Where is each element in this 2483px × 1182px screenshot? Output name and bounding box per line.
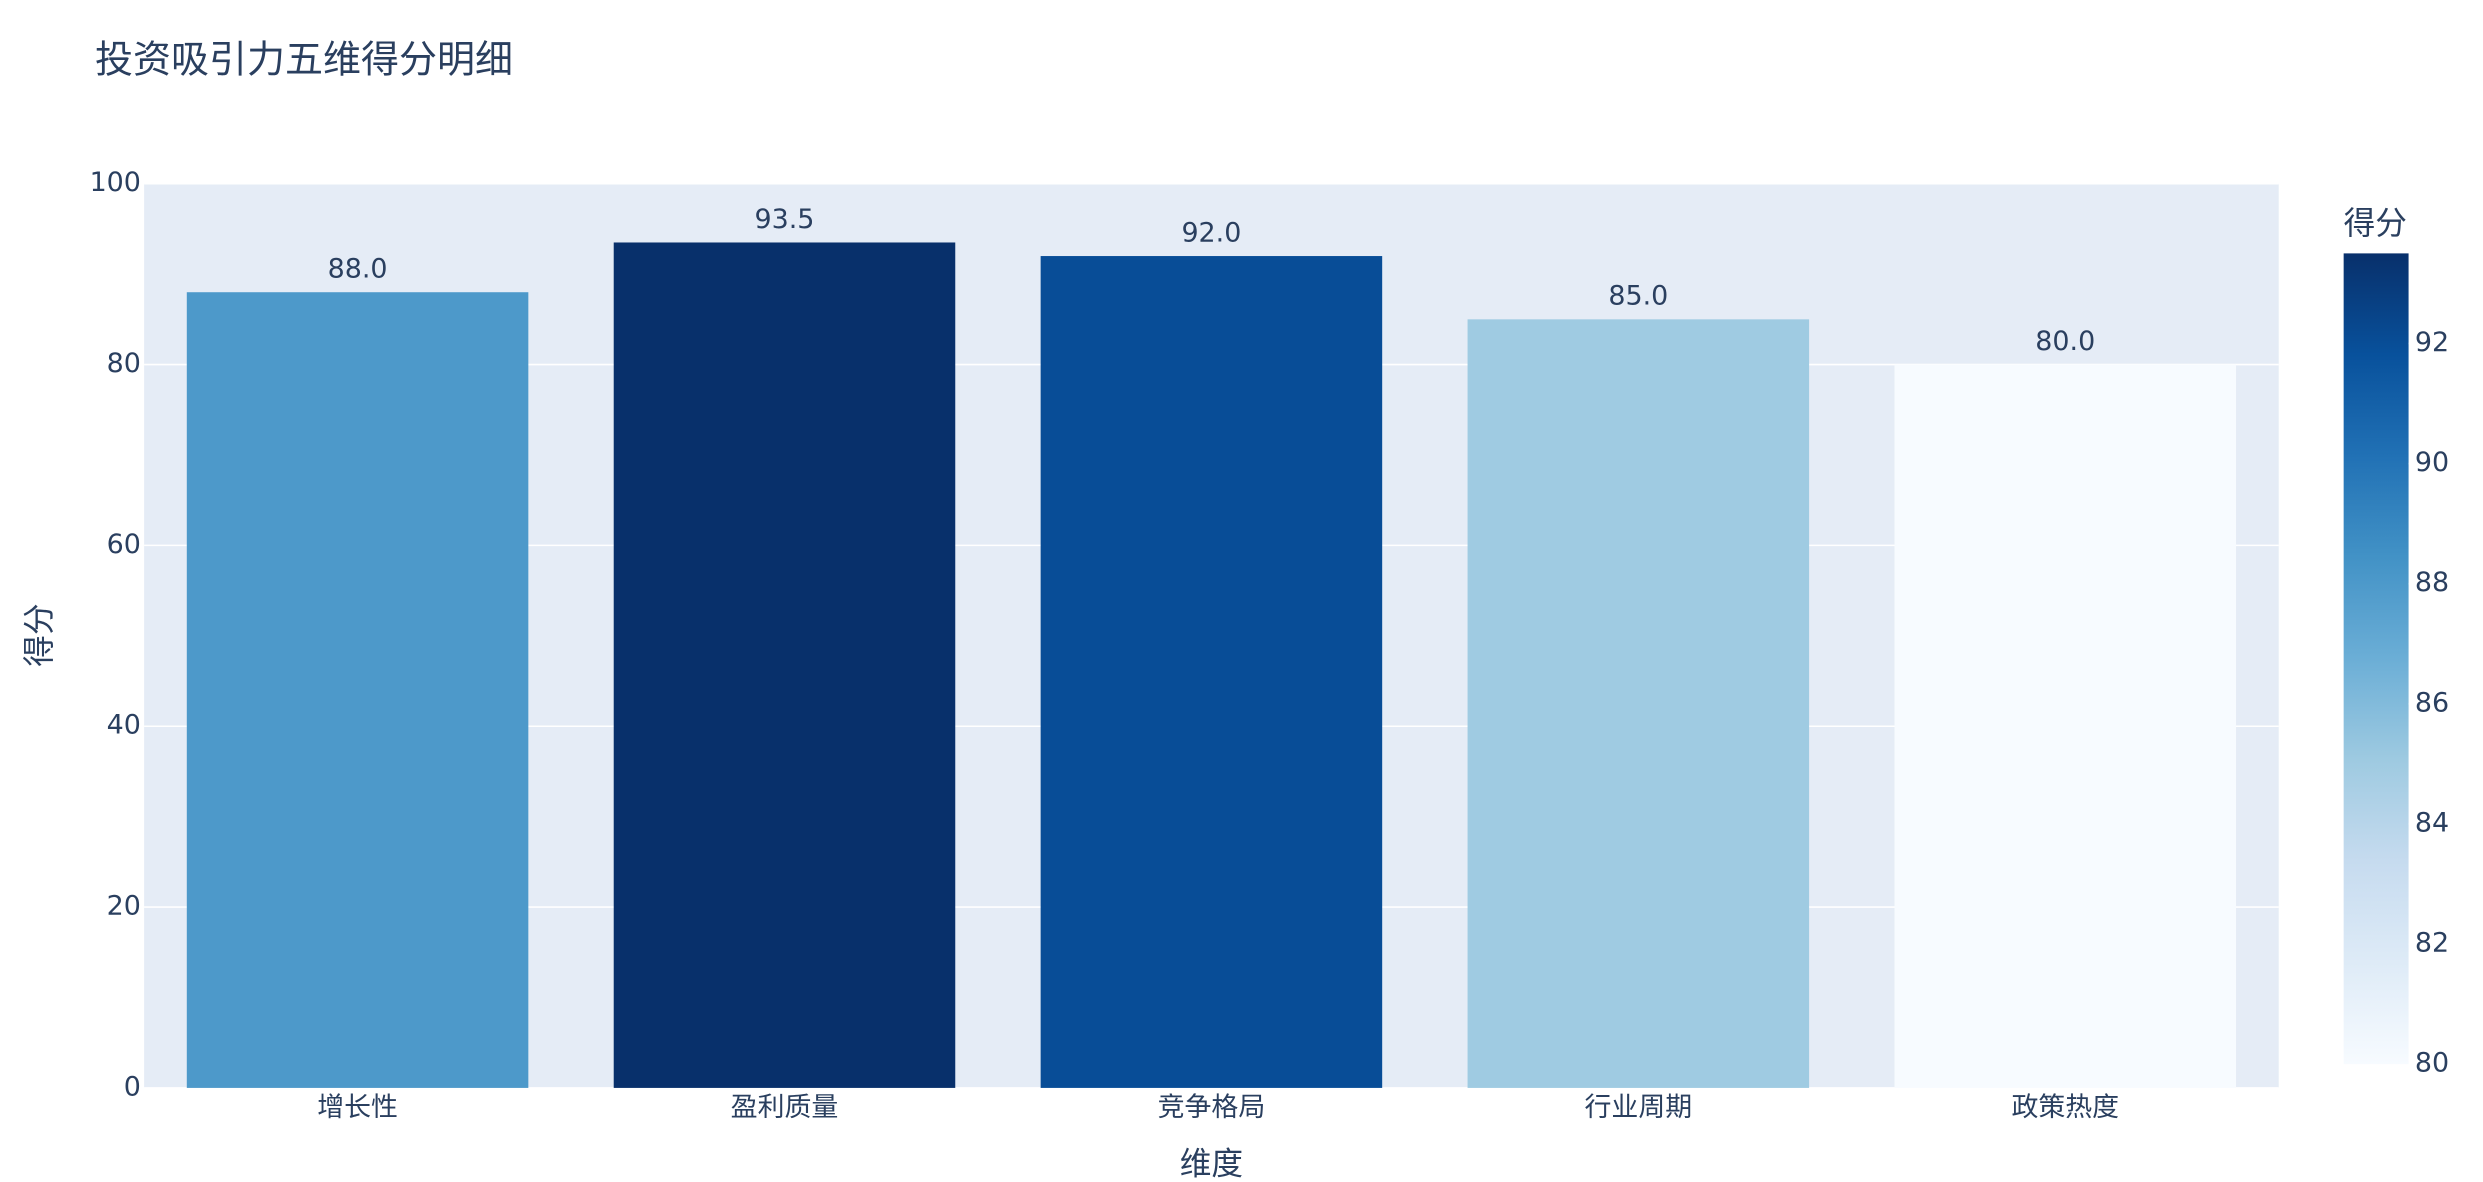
y-tick-label: 0	[124, 1071, 141, 1102]
colorbar-tick-label: 80	[2415, 1048, 2449, 1079]
value-label: 88.0	[328, 254, 388, 285]
colorbar-tick-label: 84	[2415, 807, 2449, 838]
value-label: 92.0	[1181, 217, 1241, 248]
y-tick-label: 100	[90, 167, 141, 198]
chart-title: 投资吸引力五维得分明细	[95, 37, 513, 81]
x-axis-title: 维度	[1180, 1147, 1243, 1182]
colorbar	[2343, 253, 2409, 1065]
bar	[1894, 364, 2237, 1088]
colorbar-tick-label: 88	[2415, 567, 2449, 598]
y-tick-label: 20	[107, 891, 141, 922]
x-tick-label: 竞争格局	[1158, 1092, 1266, 1123]
bar	[186, 292, 529, 1088]
colorbar-title: 得分	[2344, 206, 2407, 242]
y-tick-label: 40	[107, 710, 141, 741]
bar	[613, 242, 956, 1088]
value-label: 85.0	[1608, 281, 1668, 312]
colorbar-tick-label: 92	[2415, 327, 2449, 358]
x-tick-label: 政策热度	[2011, 1092, 2119, 1123]
colorbar-tick-label: 90	[2415, 447, 2449, 478]
value-label: 93.5	[755, 204, 815, 235]
value-label: 80.0	[2035, 326, 2095, 357]
y-axis-title: 得分	[22, 603, 58, 666]
y-tick-label: 80	[107, 348, 141, 379]
bar	[1467, 319, 1810, 1088]
x-tick-label: 增长性	[317, 1092, 398, 1123]
x-tick-label: 行业周期	[1585, 1092, 1693, 1123]
x-tick-label: 盈利质量	[731, 1092, 839, 1123]
marks: 增长性 88.0 盈利质量 93.5 竞争格局 92.0 行业周期 85.0 政策热度 80.0	[186, 204, 2237, 1123]
colorbar-tick-label: 82	[2415, 928, 2449, 959]
bar	[1040, 256, 1383, 1088]
y-tick-label: 60	[107, 529, 141, 560]
colorbar-tick-label: 86	[2415, 687, 2449, 718]
